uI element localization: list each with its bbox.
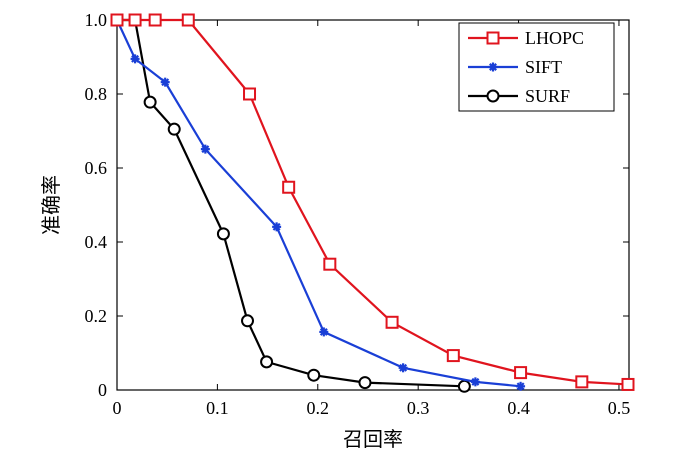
- legend-label-sift: SIFT: [525, 57, 562, 77]
- data-point-sift: [130, 54, 140, 64]
- data-point-sift: [398, 363, 408, 373]
- data-point-sift: [272, 222, 282, 232]
- x-tick-label: 0.3: [407, 398, 430, 418]
- series-line-surf: [117, 18, 465, 388]
- data-point-surf: [307, 368, 321, 382]
- y-axis: 0 0.2 0.4 0.6 0.8 1.0: [85, 10, 629, 400]
- x-axis-title: 召回率: [343, 427, 403, 451]
- data-point-lhopc: [128, 13, 142, 27]
- y-tick-label: 0.8: [85, 84, 108, 104]
- y-tick-label: 0.2: [85, 306, 108, 326]
- data-point-lhopc: [181, 13, 195, 27]
- x-axis: 0 0.1 0.2 0.3 0.4 0.5: [113, 20, 631, 418]
- legend-marker-surf: [486, 89, 500, 103]
- data-point-lhopc: [446, 349, 460, 363]
- data-point-surf: [260, 355, 274, 369]
- data-point-lhopc: [110, 13, 124, 27]
- data-point-lhopc: [621, 377, 635, 391]
- data-point-surf: [167, 122, 181, 136]
- data-point-surf: [358, 376, 372, 390]
- data-point-sift: [160, 77, 170, 87]
- data-point-sift: [200, 144, 210, 154]
- data-point-lhopc: [148, 13, 162, 27]
- legend: LHOPC SIFT SURF: [458, 22, 615, 112]
- data-point-surf: [241, 314, 255, 328]
- y-tick-label: 0.4: [85, 232, 108, 252]
- data-point-sift: [516, 381, 526, 391]
- y-axis-title: 准确率: [39, 175, 63, 235]
- legend-label-surf: SURF: [525, 86, 570, 106]
- data-point-lhopc: [282, 180, 296, 194]
- series-sift: [112, 15, 526, 391]
- series-layer: [110, 13, 635, 393]
- data-point-lhopc: [243, 87, 257, 101]
- x-tick-label: 0.4: [507, 398, 530, 418]
- data-point-lhopc: [575, 375, 589, 389]
- y-tick-label: 0.6: [85, 158, 108, 178]
- y-tick-label: 1.0: [85, 10, 108, 30]
- y-tick-label: 0: [98, 380, 107, 400]
- x-tick-label: 0.5: [608, 398, 631, 418]
- data-point-lhopc: [514, 366, 528, 380]
- data-point-surf: [143, 95, 157, 109]
- legend-label-lhopc: LHOPC: [525, 28, 584, 48]
- data-point-sift: [319, 327, 329, 337]
- series-lhopc: [110, 13, 635, 391]
- legend-marker-sift: [488, 62, 498, 72]
- x-tick-label: 0.2: [307, 398, 330, 418]
- legend-marker-lhopc: [486, 31, 500, 45]
- data-point-sift: [470, 377, 480, 387]
- data-point-surf: [216, 227, 230, 241]
- x-tick-label: 0.1: [206, 398, 229, 418]
- plot-frame: [116, 19, 630, 391]
- data-point-lhopc: [385, 315, 399, 329]
- data-point-lhopc: [323, 257, 337, 271]
- data-point-surf: [457, 379, 471, 393]
- x-tick-label: 0: [113, 398, 122, 418]
